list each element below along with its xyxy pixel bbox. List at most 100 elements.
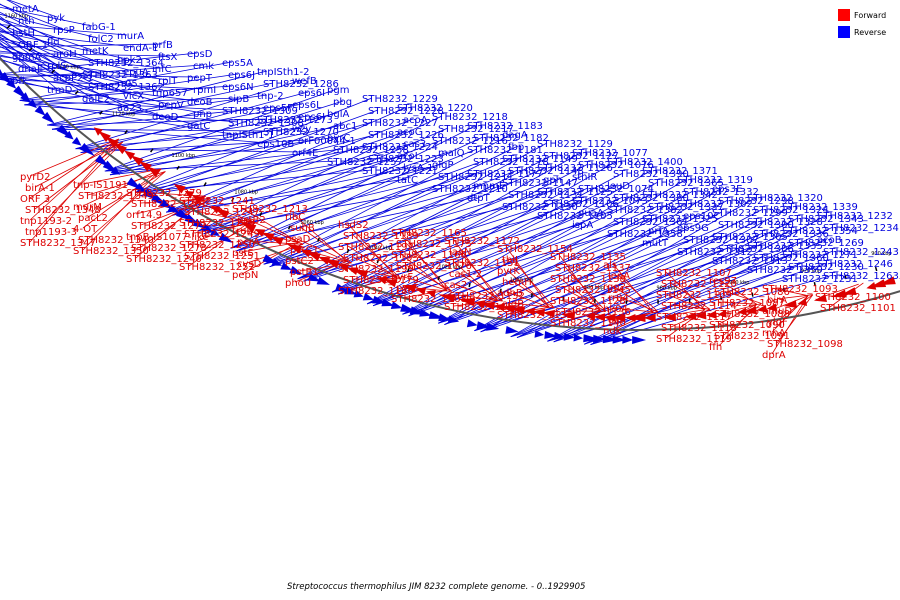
reverse-gene-arrow [353,289,364,298]
gene-label: cysD [237,259,262,270]
gene-label: STH8232_1362 [88,82,164,93]
gene-label: ftsX [158,52,177,63]
gene-label: gpmA [12,52,41,63]
label-connector [590,274,834,345]
label-connector [617,296,659,313]
legend: Forward Reverse [838,9,886,38]
gene-label: eps9G [677,223,709,234]
gene-label: adhB [497,288,523,299]
gene-label: STH8232_1249 [184,229,260,240]
label-connector [723,290,762,304]
gene-label: STH8232_1148 [508,166,584,177]
gene-label: pyk [47,13,65,24]
gene-label: STH8232_1278 [131,243,207,254]
label-connector [444,214,694,325]
track-tick [74,90,79,95]
label-connector [171,142,414,216]
forward-gene-arrow [438,294,456,303]
label-connector [516,232,764,338]
label-connector [51,82,274,130]
label-connector [19,100,233,111]
label-connector [0,75,198,126]
forward-gene-arrow [626,314,636,322]
gene-label: gatC [187,121,210,132]
forward-gene-arrow [501,305,515,313]
gene-label: dtpT [467,193,491,204]
gene-label: STH8232_1337 [648,202,724,213]
label-connector [197,187,443,232]
gene-label: galE2 [82,94,110,105]
gene-label: eps6J [228,70,255,81]
reverse-gene-arrow [79,143,95,157]
kbp-mark: 980 kbp [584,285,604,291]
label-connector [47,94,268,126]
gene-label: STH8232_1127 [543,151,619,162]
forward-gene-arrow [105,136,119,149]
gene-label: STH8232_1313 [712,256,788,267]
label-connector [263,157,513,265]
label-connector [718,301,757,305]
label-connector [135,195,206,215]
gene-label: STH8232_1153 [444,302,520,313]
label-connector [135,195,206,259]
gene-label: STH8232_1135 [550,252,626,263]
label-connector [51,128,274,132]
label-connector [299,226,352,264]
kbp-mark: 1120 kbp [112,111,136,117]
gene-label: STH8232_1091 [714,331,790,342]
gene-label: STH8232_1250 [179,240,255,251]
gene-label: gid [608,315,623,326]
forward-gene-arrow [737,307,747,316]
forward-gene-arrow [493,303,506,312]
forward-gene-arrow [270,236,284,246]
label-connector [718,303,757,325]
forward-gene-arrow [262,232,275,242]
gene-label: pcrA [237,237,260,248]
label-connector [547,205,793,342]
gene-label: STH8232_1149 [502,154,578,165]
track-tick [317,237,320,242]
track-tick [99,110,103,115]
gene-label: STH8232_1299 [712,208,788,219]
gene-label: pyrE [396,283,419,294]
label-connector [166,154,408,213]
forward-gene-arrow [376,276,388,285]
reverse-gene-arrow [409,306,428,315]
gene-label: STH8232_1252 [179,262,255,273]
gene-label: STH8232_1319 [677,175,753,186]
label-connector [405,264,452,292]
label-connector [29,138,119,177]
gene-label: STH8232_1101 [820,303,896,314]
gene-label: pstC2 [285,256,314,267]
gene-label: tnp-IS1191 [73,180,128,191]
track-tick [406,268,410,273]
gene-label: murA [117,31,144,42]
label-connector [294,237,348,262]
forward-gene-arrow [130,155,144,166]
label-connector [564,266,607,312]
gene-label: ribC [285,212,305,223]
gene-label: STH8232_1298 [718,196,794,207]
gene-label: phoU [285,278,311,289]
label-connector [0,64,204,80]
label-connector [246,218,304,245]
gene-label: pyrF [391,272,413,283]
track-tick [346,248,350,254]
label-connector [352,256,402,280]
label-connector [400,275,447,291]
forward-gene-arrow [586,312,596,321]
gene-label: sthIR [572,172,597,183]
label-connector [230,124,478,249]
label-connector [236,160,484,252]
gene-label: trmD [47,85,73,96]
label-connector [104,160,338,172]
label-connector [0,11,58,42]
label-connector [0,54,163,93]
track-tick [124,129,128,135]
gene-label: STH8232_1117 [656,312,732,323]
label-connector [771,295,809,355]
gene-label: STH8232_1400 [607,157,683,168]
reverse-gene-arrow [476,321,492,330]
label-connector [0,50,163,69]
reverse-gene-arrow [27,98,37,109]
